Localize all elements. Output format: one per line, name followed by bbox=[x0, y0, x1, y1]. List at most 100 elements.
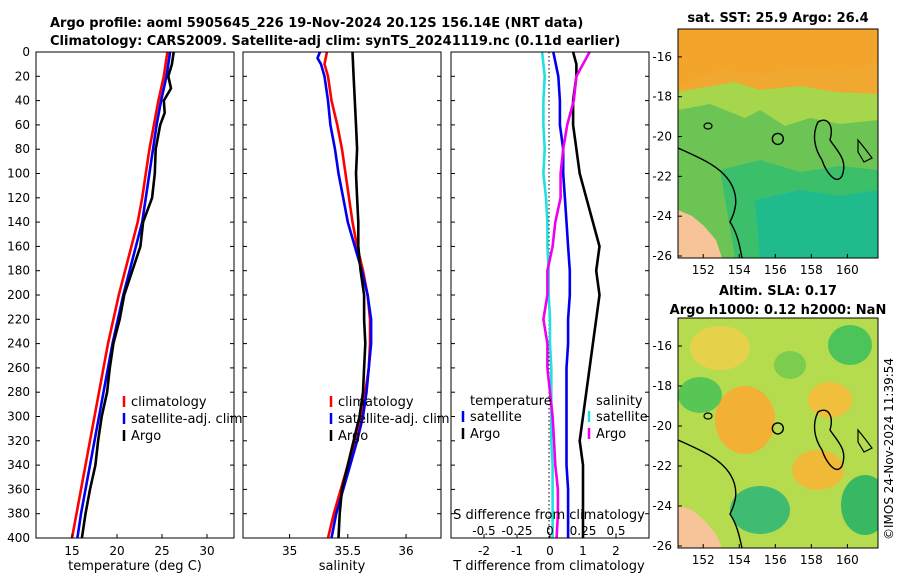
sla-map-title-line2: Argo h1000: 0.12 h2000: NaN bbox=[670, 303, 887, 318]
y-tick-label: 400 bbox=[7, 531, 30, 545]
x-tick-label: 20 bbox=[109, 544, 124, 558]
series-line-temperature-argo bbox=[571, 52, 601, 538]
legend-title-salinity: salinity bbox=[596, 394, 643, 409]
y-tick-label: 280 bbox=[7, 385, 30, 399]
map-x-tick-label: 152 bbox=[692, 553, 715, 567]
y-tick-label: 320 bbox=[7, 434, 30, 448]
y-tick-label: 80 bbox=[15, 142, 30, 156]
figure-title-line1: Argo profile: aoml 5905645_226 19-Nov-20… bbox=[50, 16, 583, 31]
map-y-tick-label: -26 bbox=[652, 249, 672, 263]
y-tick-label: 40 bbox=[15, 94, 30, 108]
sla-map: Altim. SLA: 0.17 Argo h1000: 0.12 h2000:… bbox=[652, 284, 887, 567]
sla-blob bbox=[774, 351, 806, 379]
sst-map: sat. SST: 25.9 Argo: 26.4 152 154 156 158 16… bbox=[652, 11, 879, 277]
map-y-tick-label: -24 bbox=[652, 499, 672, 513]
legend-label-climatology: climatology bbox=[131, 395, 207, 410]
x-tick-label: 35.5 bbox=[334, 544, 361, 558]
x-tick-label: 35 bbox=[282, 544, 297, 558]
temperature-x-axis-label: temperature (deg C) bbox=[68, 559, 202, 574]
y-tick-label: 0 bbox=[22, 45, 30, 59]
y-tick-label: 220 bbox=[7, 312, 30, 326]
legend-label-satellite-adj: satellite-adj. clim bbox=[131, 412, 243, 427]
map-x-tick-label: 160 bbox=[836, 553, 859, 567]
map-y-tick-label: -24 bbox=[652, 209, 672, 223]
map-y-tick-label: -22 bbox=[652, 169, 672, 183]
s-tick-label: -0.5 bbox=[472, 524, 495, 538]
x-tick-label: 0 bbox=[546, 544, 554, 558]
salinity-panel: 35 35.5 36 salinity climatology satellite-… bbox=[242, 51, 450, 574]
series-line-climatology bbox=[70, 52, 169, 538]
s-tick-label: 0.5 bbox=[606, 524, 625, 538]
map-y-tick-label: -20 bbox=[652, 419, 672, 433]
map-x-tick-label: 156 bbox=[764, 263, 787, 277]
map-x-tick-label: 154 bbox=[728, 553, 751, 567]
y-tick-label: 240 bbox=[7, 337, 30, 351]
series-line-salinity-argo bbox=[542, 52, 591, 538]
x-tick-label: 1 bbox=[579, 544, 587, 558]
temperature-panel: 0204060801001201401601802002202402602803… bbox=[7, 45, 649, 574]
sla-blob bbox=[715, 386, 775, 454]
map-y-tick-label: -26 bbox=[652, 539, 672, 553]
sla-argo-position-marker bbox=[771, 422, 785, 435]
sst-coastline bbox=[678, 147, 743, 258]
map-x-tick-label: 158 bbox=[800, 553, 823, 567]
y-tick-label: 20 bbox=[15, 69, 30, 83]
difference-legend-salinity: salinity satellite Argo bbox=[587, 394, 648, 442]
legend-title-temperature: temperature bbox=[470, 394, 552, 409]
temperature-legend: climatology satellite-adj. clim Argo bbox=[122, 395, 243, 444]
temperature-axes-frame bbox=[35, 51, 235, 539]
map-y-tick-label: -16 bbox=[652, 339, 672, 353]
x-tick-label: 2 bbox=[612, 544, 620, 558]
sst-field-north bbox=[678, 29, 878, 86]
sla-blob bbox=[792, 450, 844, 490]
x-tick-label: -1 bbox=[511, 544, 523, 558]
map-x-tick-label: 160 bbox=[836, 263, 859, 277]
x-tick-label: -2 bbox=[478, 544, 490, 558]
map-y-tick-label: -22 bbox=[652, 459, 672, 473]
sst-reef-small bbox=[857, 138, 873, 163]
sla-blob bbox=[841, 475, 878, 535]
y-tick-label: 340 bbox=[7, 458, 30, 472]
y-tick-label: 160 bbox=[7, 239, 30, 253]
series-line-argo bbox=[80, 52, 175, 538]
sla-blob bbox=[828, 325, 872, 365]
y-tick-label: 120 bbox=[7, 191, 30, 205]
difference-panel: -2 -1 0 1 2 -0.5 -0.25 0 0.25 0.5 S difference f… bbox=[450, 51, 650, 574]
map-x-tick-label: 158 bbox=[800, 263, 823, 277]
salinity-axes-frame bbox=[242, 51, 442, 539]
legend-label-sal-satellite: satellite bbox=[596, 410, 648, 425]
sla-map-title-line1: Altim. SLA: 0.17 bbox=[719, 284, 837, 299]
series-line-temperature-satellite bbox=[552, 52, 572, 538]
map-y-tick-label: -18 bbox=[652, 90, 672, 104]
sst-map-title: sat. SST: 25.9 Argo: 26.4 bbox=[687, 11, 868, 26]
sla-blob bbox=[808, 382, 852, 418]
figure-title-line2: Climatology: CARS2009. Satellite-adj cli… bbox=[50, 34, 620, 49]
sla-reef-dot bbox=[703, 412, 713, 420]
legend-label-temp-argo: Argo bbox=[470, 427, 500, 442]
sst-map-frame bbox=[677, 28, 879, 259]
sla-coastline bbox=[678, 439, 743, 548]
x-tick-label: 36 bbox=[398, 544, 413, 558]
sla-blob bbox=[678, 377, 722, 413]
sla-reef-outline bbox=[813, 409, 845, 471]
map-x-tick-label: 156 bbox=[764, 553, 787, 567]
difference-legend-temperature: temperature satellite Argo bbox=[461, 394, 552, 442]
map-x-tick-label: 154 bbox=[728, 263, 751, 277]
map-y-tick-label: -20 bbox=[652, 130, 672, 144]
sla-map-frame bbox=[677, 317, 879, 549]
salinity-legend: climatology satellite-adj. clim Argo bbox=[329, 395, 450, 444]
x-tick-label: 15 bbox=[64, 544, 79, 558]
s-tick-label: 0.25 bbox=[570, 524, 597, 538]
s-tick-label: -0.25 bbox=[501, 524, 532, 538]
y-tick-label: 300 bbox=[7, 410, 30, 424]
copyright-notice: ©IMOS 24-Nov-2024 11:39:54 bbox=[882, 358, 896, 540]
y-tick-label: 380 bbox=[7, 507, 30, 521]
map-y-tick-label: -16 bbox=[652, 50, 672, 64]
map-y-tick-label: -18 bbox=[652, 379, 672, 393]
y-tick-label: 100 bbox=[7, 167, 30, 181]
y-tick-label: 180 bbox=[7, 264, 30, 278]
y-tick-label: 360 bbox=[7, 482, 30, 496]
legend-label-satellite-adj: satellite-adj. clim bbox=[338, 412, 450, 427]
salinity-difference-label: S difference from climatology bbox=[453, 508, 645, 523]
